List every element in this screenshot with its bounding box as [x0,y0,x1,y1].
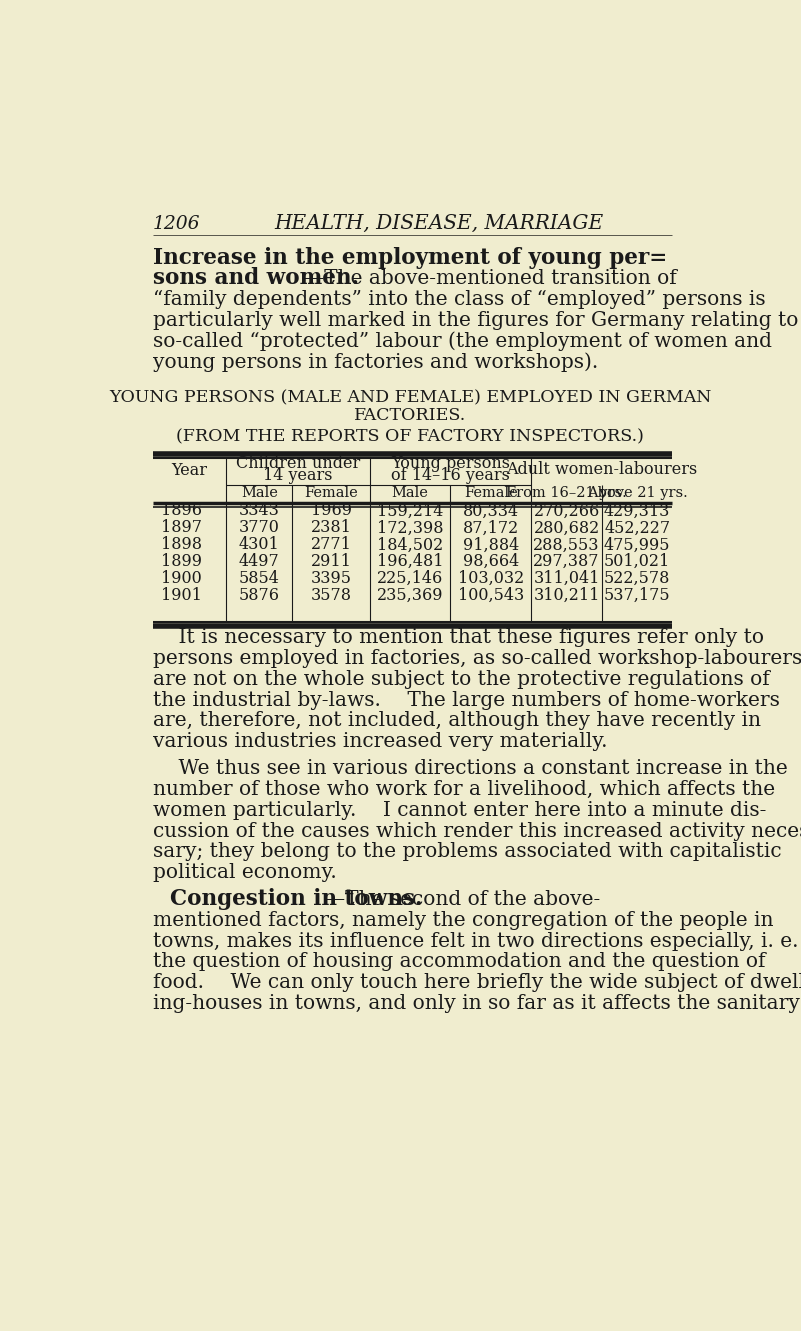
Text: 452,227: 452,227 [604,519,670,536]
Text: Female: Female [464,486,517,500]
Text: are, therefore, not included, although they have recently in: are, therefore, not included, although t… [153,712,761,731]
Text: (FROM THE REPORTS OF FACTORY INSPECTORS.): (FROM THE REPORTS OF FACTORY INSPECTORS.… [176,429,644,446]
Text: Male: Male [241,486,278,500]
Text: 3343: 3343 [239,503,280,519]
Text: Year: Year [171,462,207,479]
Text: Increase in the employment of young per=: Increase in the employment of young per= [153,246,667,269]
Text: 501,021: 501,021 [604,554,670,570]
Text: 3770: 3770 [239,519,280,536]
Text: YOUNG PERSONS (MALE AND FEMALE) EMPLOYED IN GERMAN: YOUNG PERSONS (MALE AND FEMALE) EMPLOYED… [109,389,711,406]
Text: women particularly.  I cannot enter here into a minute dis-: women particularly. I cannot enter here … [153,801,767,820]
Text: 80,334: 80,334 [463,503,519,519]
Text: 2771: 2771 [311,536,352,554]
Text: Female: Female [304,486,358,500]
Text: 98,664: 98,664 [463,554,519,570]
Text: “family dependents” into the class of “employed” persons is: “family dependents” into the class of “e… [153,290,766,309]
Text: particularly well marked in the figures for Germany relating to: particularly well marked in the figures … [153,311,799,330]
Text: of 14–16 years: of 14–16 years [391,467,510,484]
Text: Adult women-labourers: Adult women-labourers [506,461,697,478]
Text: 100,543: 100,543 [457,587,524,604]
Text: are not on the whole subject to the protective regulations of: are not on the whole subject to the prot… [153,669,770,689]
Text: 1206: 1206 [153,216,200,233]
Text: 310,211: 310,211 [533,587,600,604]
Text: 3395: 3395 [311,570,352,587]
Text: 1899: 1899 [160,554,202,570]
Text: It is necessary to mention that these figures refer only to: It is necessary to mention that these fi… [153,628,764,647]
Text: 280,682: 280,682 [533,519,600,536]
Text: 91,884: 91,884 [463,536,519,554]
Text: number of those who work for a livelihood, which affects the: number of those who work for a livelihoo… [153,780,775,799]
Text: —The second of the above-: —The second of the above- [325,890,600,909]
Text: 270,266: 270,266 [533,503,600,519]
Text: 537,175: 537,175 [604,587,670,604]
Text: 475,995: 475,995 [604,536,670,554]
Text: 429,313: 429,313 [604,503,670,519]
Text: the question of housing accommodation and the question of: the question of housing accommodation an… [153,953,765,972]
Text: 184,502: 184,502 [377,536,443,554]
Text: HEALTH, DISEASE, MARRIAGE: HEALTH, DISEASE, MARRIAGE [275,214,604,233]
Text: sary; they belong to the problems associated with capitalistic: sary; they belong to the problems associ… [153,843,782,861]
Text: 1901: 1901 [160,587,201,604]
Text: Above 21 yrs.: Above 21 yrs. [587,486,687,500]
Text: 1898: 1898 [160,536,202,554]
Text: From 16–21 yrs.: From 16–21 yrs. [506,486,627,500]
Text: persons employed in factories, as so-called workshop-labourers: persons employed in factories, as so-cal… [153,650,801,668]
Text: 4497: 4497 [239,554,280,570]
Text: 103,032: 103,032 [457,570,524,587]
Text: the industrial by-laws.  The large numbers of home-workers: the industrial by-laws. The large number… [153,691,779,709]
Text: 2381: 2381 [311,519,352,536]
Text: 1900: 1900 [160,570,201,587]
Text: ing-houses in towns, and only in so far as it affects the sanitary: ing-houses in towns, and only in so far … [153,994,799,1013]
Text: cussion of the causes which render this increased activity neces-: cussion of the causes which render this … [153,821,801,841]
Text: 196,481: 196,481 [377,554,444,570]
Text: Young persons: Young persons [391,455,510,471]
Text: 1897: 1897 [160,519,202,536]
Text: 5876: 5876 [239,587,280,604]
Text: 159,214: 159,214 [377,503,443,519]
Text: We thus see in various directions a constant increase in the: We thus see in various directions a cons… [153,759,787,779]
Text: 14 years: 14 years [264,467,333,484]
Text: 522,578: 522,578 [604,570,670,587]
Text: 2911: 2911 [311,554,352,570]
Text: young persons in factories and workshops).: young persons in factories and workshops… [153,351,598,371]
Text: sons and women.: sons and women. [153,268,359,289]
Text: 311,041: 311,041 [533,570,600,587]
Text: 1969: 1969 [311,503,352,519]
Text: 288,553: 288,553 [533,536,600,554]
Text: mentioned factors, namely the congregation of the people in: mentioned factors, namely the congregati… [153,910,773,930]
Text: —The above-mentioned transition of: —The above-mentioned transition of [304,269,677,289]
Text: various industries increased very materially.: various industries increased very materi… [153,732,607,751]
Text: 235,369: 235,369 [377,587,444,604]
Text: 5854: 5854 [239,570,280,587]
Text: 4301: 4301 [239,536,280,554]
Text: towns, makes its influence felt in two directions especially, i. e.: towns, makes its influence felt in two d… [153,932,799,950]
Text: so-called “protected” labour (the employment of women and: so-called “protected” labour (the employ… [153,331,772,351]
Text: 172,398: 172,398 [377,519,444,536]
Text: Children under: Children under [236,455,360,471]
Text: 297,387: 297,387 [533,554,600,570]
Text: FACTORIES.: FACTORIES. [354,407,466,425]
Text: 225,146: 225,146 [377,570,443,587]
Text: Congestion in towns.: Congestion in towns. [170,888,422,910]
Text: food.  We can only touch here briefly the wide subject of dwell-: food. We can only touch here briefly the… [153,973,801,992]
Text: political economy.: political economy. [153,862,336,882]
Text: 1896: 1896 [160,503,202,519]
Text: Male: Male [392,486,429,500]
Text: 87,172: 87,172 [463,519,519,536]
Text: 3578: 3578 [311,587,352,604]
